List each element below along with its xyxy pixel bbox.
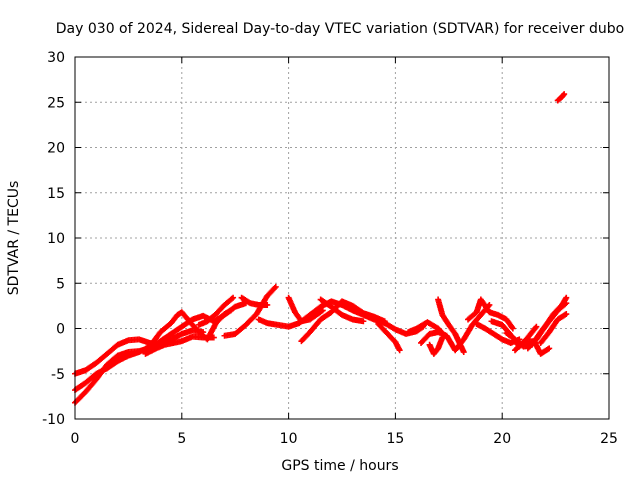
series-track-15	[435, 296, 467, 356]
data-point	[561, 91, 568, 98]
series-track-4	[142, 333, 217, 357]
data-points	[72, 91, 570, 406]
data-point	[360, 318, 367, 325]
y-tick-label: 25	[47, 95, 65, 111]
data-point	[271, 285, 278, 292]
data-point	[509, 325, 516, 332]
y-tick-label: -5	[51, 367, 65, 383]
series-track-11	[317, 296, 367, 325]
chart-title: Day 030 of 2024, Sidereal Day-to-day VTE…	[56, 21, 624, 37]
data-point	[486, 301, 493, 308]
series-track-10	[298, 298, 388, 345]
series-track-17	[465, 296, 516, 332]
x-tick-label: 10	[280, 431, 298, 447]
x-tick-label: 20	[493, 431, 511, 447]
y-tick-label: 5	[56, 276, 65, 292]
series-track-22	[524, 294, 570, 352]
series-track-24	[554, 91, 568, 104]
data-point	[563, 294, 570, 301]
y-tick-label: 30	[47, 50, 65, 66]
data-point	[381, 318, 388, 325]
grid	[75, 57, 609, 419]
series-track-8	[238, 294, 271, 308]
series-track-5	[195, 294, 237, 328]
y-tick-label: 0	[56, 322, 65, 338]
data-point	[230, 294, 237, 301]
data-point	[439, 334, 446, 341]
data-point	[264, 301, 271, 308]
axis-ticks: 0 5 10 15 20 25 -10 -5 0 5 10 15 20 25 30	[42, 50, 618, 447]
y-tick-label: 20	[47, 141, 65, 157]
series-track-9	[285, 294, 326, 325]
series-track-12	[375, 320, 403, 354]
y-tick-label: 10	[47, 231, 65, 247]
x-axis-label: GPS time / hours	[281, 458, 398, 474]
x-tick-label: 15	[386, 431, 404, 447]
y-tick-label: 15	[47, 186, 65, 202]
y-tick-label: -10	[42, 412, 65, 428]
data-point	[460, 349, 467, 356]
x-tick-label: 25	[600, 431, 618, 447]
data-point	[546, 345, 553, 352]
series-track-23	[537, 311, 570, 346]
data-point	[563, 311, 570, 318]
plot-frame	[74, 56, 610, 420]
series-track-13	[405, 319, 448, 339]
x-tick-label: 5	[177, 431, 186, 447]
x-tick-label: 0	[71, 431, 80, 447]
data-point	[533, 323, 540, 330]
data-point	[396, 347, 403, 354]
series-track-6	[221, 283, 279, 339]
data-point	[210, 334, 217, 341]
y-axis-label: SDTVAR / TECUs	[6, 181, 22, 296]
data-point	[272, 283, 279, 290]
data-point	[227, 307, 234, 314]
data-point	[319, 307, 326, 314]
series-track-16	[426, 334, 446, 357]
